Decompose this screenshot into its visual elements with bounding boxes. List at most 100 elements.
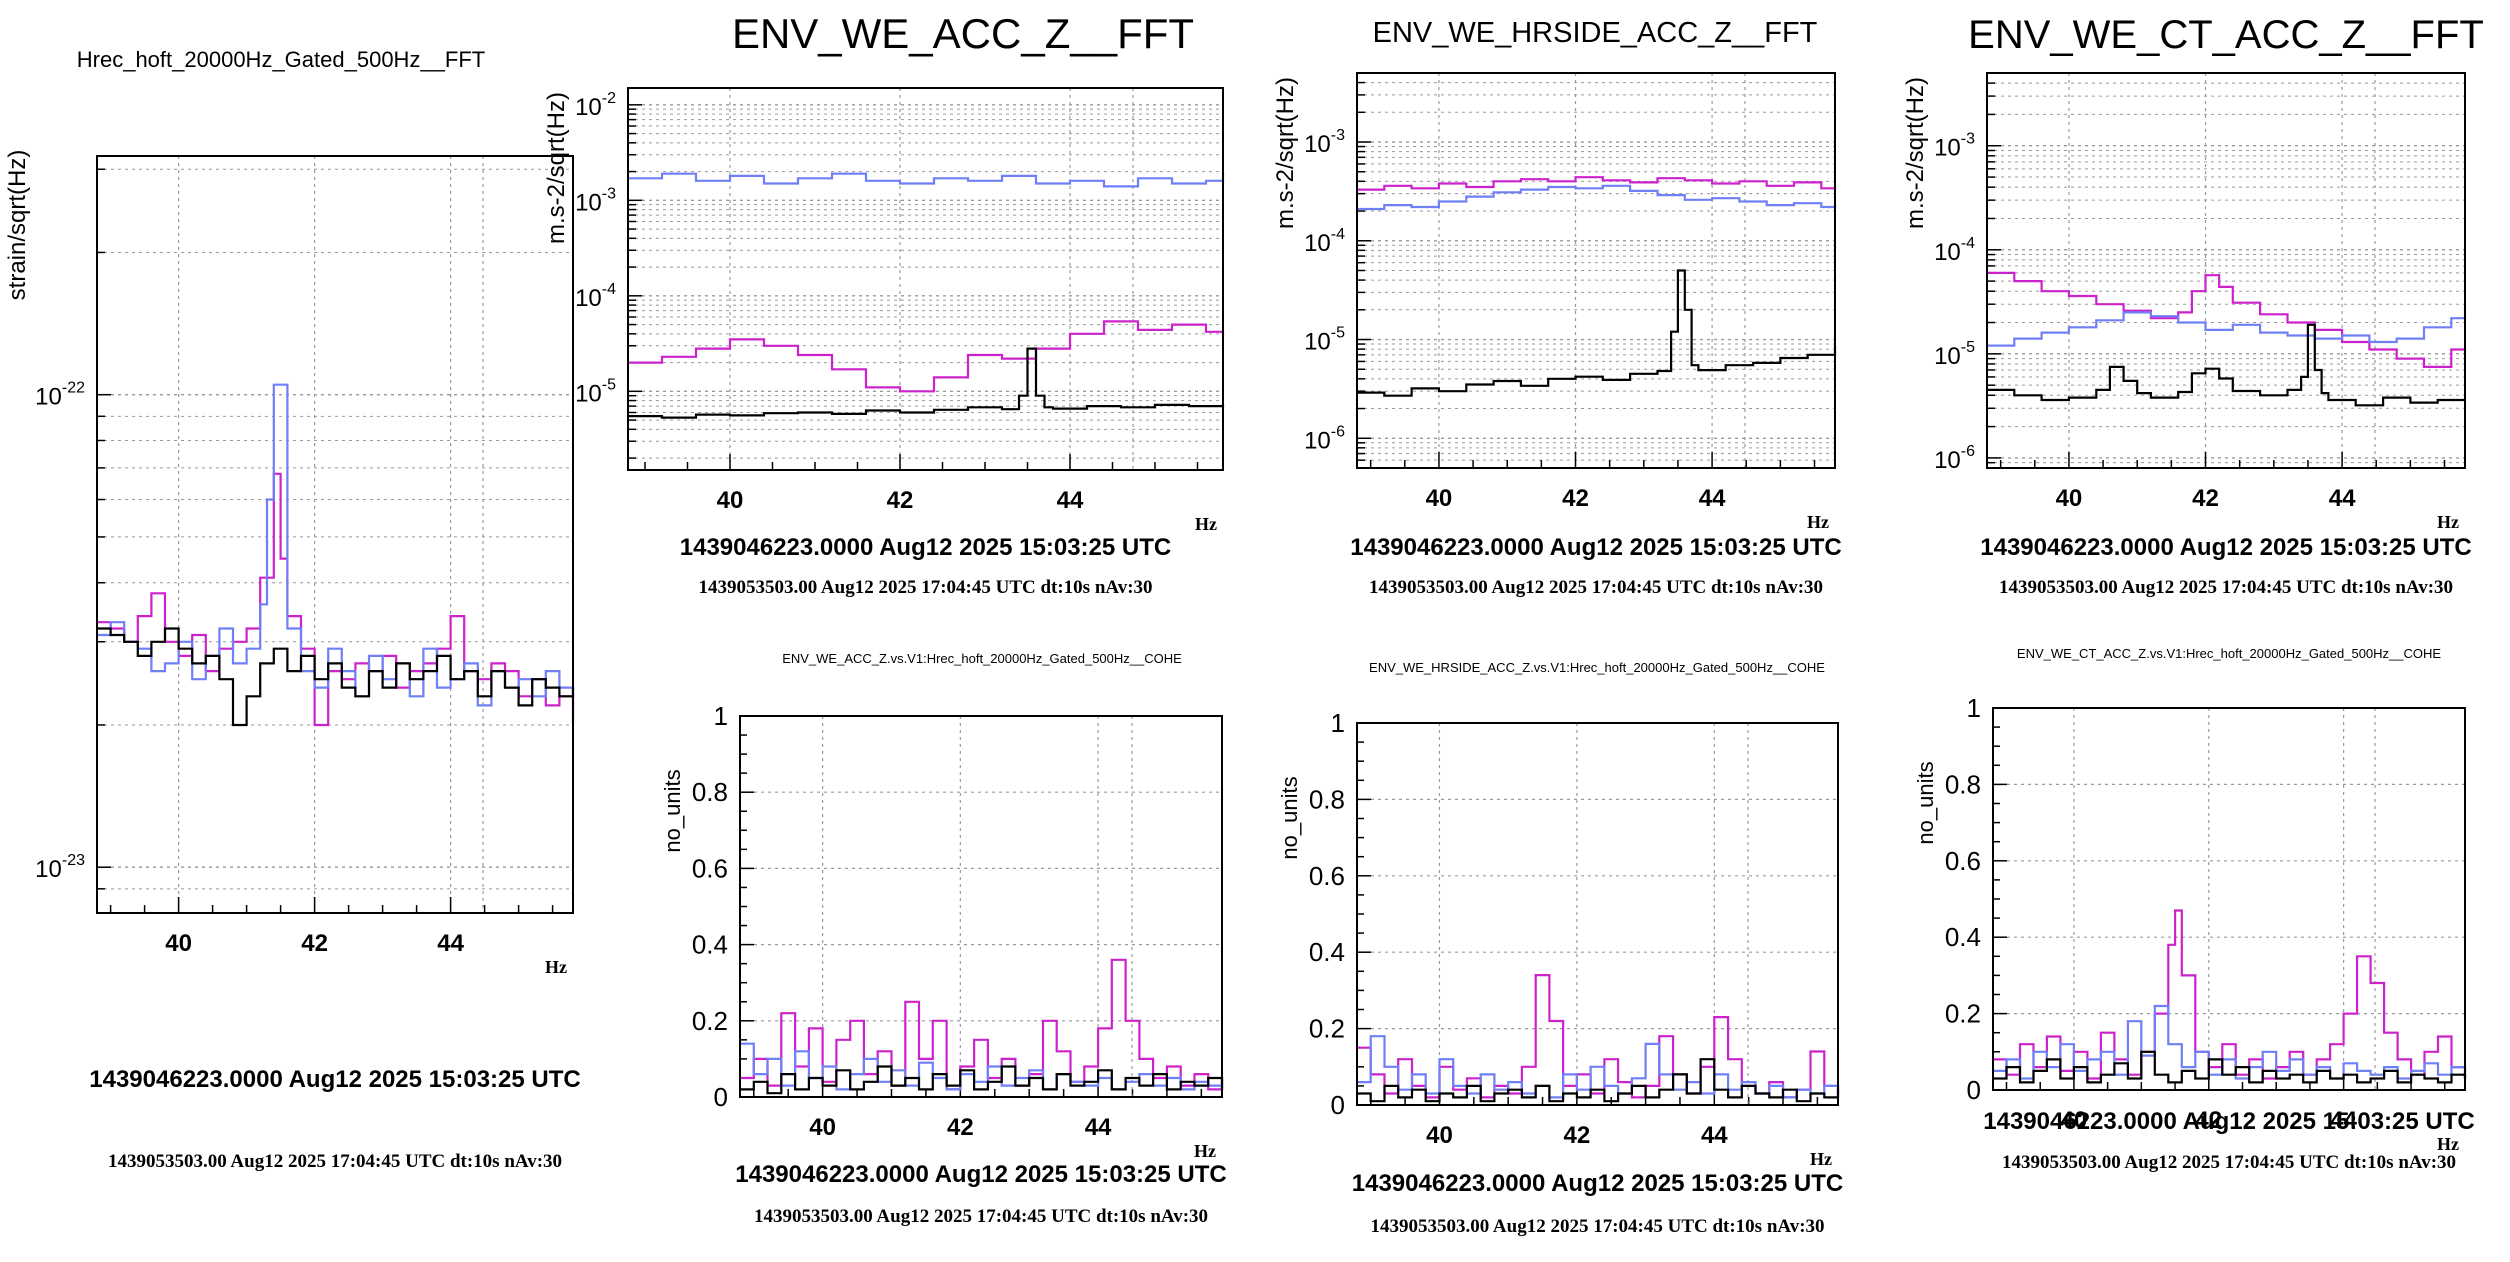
plot-frame (1992, 707, 2466, 1091)
info-label: 1439053503.00 Aug12 2025 17:04:45 UTC dt… (754, 1206, 1208, 1227)
series-magenta-line (628, 320, 1225, 393)
x-axis-label: Hz (1194, 1141, 1216, 1161)
x-tick-label: 42 (947, 1114, 974, 1141)
x-tick-label: 40 (165, 930, 192, 957)
x-tick-label: 44 (1699, 485, 1726, 512)
chart-title: ENV_WE_ACC_Z__FFT (732, 10, 1194, 57)
timestamp-label: 1439046223.0000 Aug12 2025 15:03:25 UTC (1980, 534, 2471, 561)
y-tick-label: 10-5 (575, 376, 616, 407)
series-black-line (1357, 1058, 1840, 1103)
y-tick-label: 10-3 (1934, 131, 1975, 162)
plot-frame (1356, 722, 1839, 1106)
y-axis-label: strain/sqrt(Hz) (4, 150, 31, 301)
plot-frame (627, 87, 1224, 471)
y-tick-label: 0.8 (1945, 769, 1981, 799)
series-blue-line (1357, 184, 1837, 211)
info-label: 1439053503.00 Aug12 2025 17:04:45 UTC dt… (108, 1151, 562, 1172)
y-axis-label: no_units (660, 769, 685, 852)
x-axis-label: Hz (2437, 512, 2459, 532)
timestamp-label: 1439046223.0000 Aug12 2025 15:03:25 UTC (735, 1161, 1226, 1188)
series-magenta-line (97, 472, 575, 727)
y-tick-label: 0 (714, 1082, 728, 1112)
x-tick-label: 44 (1085, 1114, 1112, 1141)
y-tick-label: 10-4 (1304, 226, 1345, 257)
x-axis-label: Hz (1195, 514, 1217, 534)
y-tick-label: 0.8 (1309, 784, 1345, 814)
series-magenta-line (1357, 176, 1837, 191)
x-tick-label: 40 (717, 487, 744, 514)
y-tick-label: 0 (1331, 1090, 1345, 1120)
y-tick-label: 10-22 (35, 380, 85, 411)
x-tick-label: 40 (809, 1114, 836, 1141)
y-tick-label: 0.4 (1309, 937, 1345, 967)
x-tick-label: 42 (2195, 1107, 2222, 1134)
y-axis-label: m.s-2/sqrt(Hz) (1902, 77, 1929, 229)
x-axis-label: Hz (545, 957, 567, 977)
series-blue-line (1357, 1035, 1840, 1099)
x-axis-label: Hz (1810, 1149, 1832, 1169)
timestamp-label: 1439046223.0000 Aug12 2025 15:03:25 UTC (89, 1066, 580, 1093)
y-tick-label: 0.8 (692, 777, 728, 807)
y-tick-label: 0.4 (692, 930, 728, 960)
y-tick-label: 10-3 (575, 185, 616, 216)
x-tick-label: 42 (887, 487, 914, 514)
x-tick-label: 42 (2192, 485, 2219, 512)
y-tick-label: 10-3 (1304, 127, 1345, 158)
y-tick-label: 1 (1967, 693, 1981, 723)
x-tick-label: 44 (1701, 1122, 1728, 1149)
y-tick-label: 10-4 (1934, 235, 1975, 266)
plot-frame (739, 715, 1223, 1098)
y-tick-label: 0.2 (692, 1006, 728, 1036)
info-label: 1439053503.00 Aug12 2025 17:04:45 UTC dt… (1370, 1216, 1824, 1237)
y-tick-label: 0.6 (1945, 846, 1981, 876)
y-tick-label: 0.6 (692, 853, 728, 883)
y-axis-label: no_units (1277, 776, 1302, 859)
y-tick-label: 0.2 (1309, 1014, 1345, 1044)
y-tick-label: 10-5 (1304, 325, 1345, 356)
info-label: 1439053503.00 Aug12 2025 17:04:45 UTC dt… (1369, 577, 1823, 598)
chart-title: ENV_WE_ACC_Z.vs.V1:Hrec_hoft_20000Hz_Gat… (782, 651, 1182, 666)
series-blue-line (97, 383, 575, 707)
chart-hrside_cohe: ENV_WE_HRSIDE_ACC_Z.vs.V1:Hrec_hoft_2000… (1277, 660, 1843, 1237)
y-tick-label: 10-6 (1934, 443, 1975, 474)
x-tick-label: 42 (301, 930, 328, 957)
plot-frame (1986, 72, 2466, 469)
chart-title: Hrec_hoft_20000Hz_Gated_500Hz__FFT (77, 47, 485, 72)
series-magenta-line (1993, 909, 2467, 1080)
y-axis-label: m.s-2/sqrt(Hz) (1272, 77, 1299, 229)
series-black-line (1987, 323, 2467, 407)
y-tick-label: 10-2 (575, 90, 616, 121)
x-tick-label: 44 (2329, 485, 2356, 512)
chart-title: ENV_WE_HRSIDE_ACC_Z.vs.V1:Hrec_hoft_2000… (1369, 660, 1825, 675)
y-tick-label: 0.2 (1945, 999, 1981, 1029)
chart-title: ENV_WE_CT_ACC_Z.vs.V1:Hrec_hoft_20000Hz_… (2017, 646, 2441, 661)
chart-ct_cohe: ENV_WE_CT_ACC_Z.vs.V1:Hrec_hoft_20000Hz_… (1913, 646, 2475, 1173)
series-black-line (628, 347, 1225, 419)
x-tick-label: 44 (2330, 1107, 2357, 1134)
y-axis-label: no_units (1913, 761, 1938, 844)
y-tick-label: 10-6 (1304, 423, 1345, 454)
chart-acc_fft: ENV_WE_ACC_Z__FFT 40 42 44 Hz 10-5 10-4 10-3 10-… (543, 10, 1225, 598)
series-black-line (740, 1065, 1224, 1095)
plot-frame (1356, 72, 1836, 469)
timestamp-label: 1439046223.0000 Aug12 2025 15:03:25 UTC (1983, 1108, 2474, 1135)
x-tick-label: 42 (1562, 485, 1589, 512)
series-blue-line (1993, 1004, 2467, 1080)
series-black-line (97, 627, 575, 727)
info-label: 1439053503.00 Aug12 2025 17:04:45 UTC dt… (1999, 577, 2453, 598)
series-blue-line (1987, 307, 2467, 347)
series-blue-line (628, 171, 1225, 188)
chart-ct_fft: ENV_WE_CT_ACC_Z__FFT 40 42 44 Hz 10-6 10-5 10-4… (1902, 13, 2484, 598)
x-tick-label: 40 (2061, 1107, 2088, 1134)
chart-acc_cohe: ENV_WE_ACC_Z.vs.V1:Hrec_hoft_20000Hz_Gat… (660, 651, 1227, 1227)
series-black-line (1993, 1050, 2467, 1084)
chart-hrside_fft: ENV_WE_HRSIDE_ACC_Z__FFT 40 42 44 Hz 10-6 10-5… (1272, 17, 1842, 598)
timestamp-label: 1439046223.0000 Aug12 2025 15:03:25 UTC (1350, 534, 1841, 561)
chart-title: ENV_WE_CT_ACC_Z__FFT (1968, 13, 2484, 57)
info-label: 1439053503.00 Aug12 2025 17:04:45 UTC dt… (2002, 1152, 2456, 1173)
x-tick-label: 44 (1057, 487, 1084, 514)
timestamp-label: 1439046223.0000 Aug12 2025 15:03:25 UTC (1352, 1170, 1843, 1197)
y-tick-label: 0.4 (1945, 922, 1981, 952)
y-tick-label: 0 (1967, 1075, 1981, 1105)
